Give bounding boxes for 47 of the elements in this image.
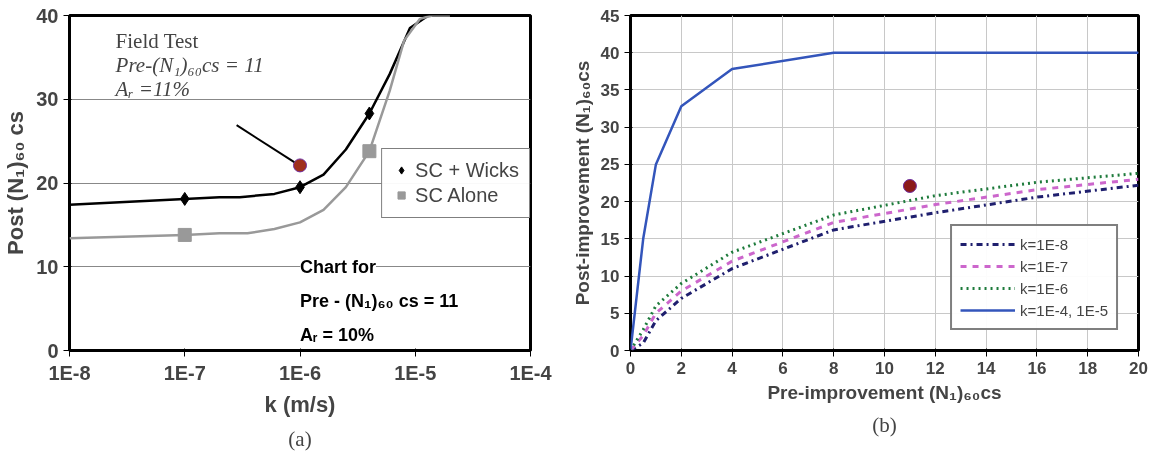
x-tick-label: 1E-5 — [394, 361, 437, 384]
y-tick-label: 0 — [47, 339, 59, 362]
x-tick-label: 6 — [778, 358, 788, 378]
x-tick-label: 8 — [828, 358, 839, 378]
x-tick-label: 4 — [727, 358, 738, 378]
y-axis-title: Post-improvement (N₁)₆₀cs — [571, 60, 593, 306]
y-tick-label: 15 — [600, 229, 620, 249]
annotation: Pre - (N₁)₆₀ cs = 11 — [300, 290, 459, 311]
legend-label: SC + Wicks — [415, 158, 519, 182]
annotation: Aᵣ = 10% — [300, 324, 375, 345]
x-tick-label: 10 — [875, 358, 894, 378]
y-tick-label: 20 — [600, 192, 620, 212]
y-tick-label: 0 — [610, 341, 620, 361]
x-tick-label: 16 — [1027, 358, 1047, 378]
x-axis-title: k (m/s) — [264, 391, 336, 417]
x-tick-label: 20 — [1129, 358, 1148, 378]
legend-label: k=1E-6 — [1020, 279, 1068, 297]
annotation: Field Test Pre-(N₁)₆₀cs = 11 Aᵣ =11% — [113, 29, 264, 102]
x-tick-label: 1E-7 — [163, 361, 206, 384]
y-axis-title: Post (N₁)₆₀ cs — [3, 111, 29, 255]
x-tick-label: 1E-4 — [509, 361, 553, 384]
text: (b) — [872, 412, 897, 437]
y-tick-label: 40 — [36, 4, 59, 27]
x-tick-label: 14 — [976, 358, 997, 378]
y-tick-label: 40 — [600, 43, 620, 63]
legend-label: SC Alone — [415, 183, 499, 207]
y-tick-label: 35 — [600, 80, 620, 100]
legend-label: k=1E-8 — [1020, 235, 1068, 253]
x-tick-label: 1E-6 — [278, 361, 322, 384]
x-tick-label: 18 — [1078, 358, 1098, 378]
text: (a) — [288, 426, 312, 451]
x-axis-title: Pre-improvement (N₁)₆₀cs — [767, 381, 1002, 403]
y-tick-label: 25 — [600, 155, 620, 175]
y-tick-label: 45 — [600, 6, 620, 26]
y-tick-label: 10 — [36, 255, 59, 278]
y-tick-label: 5 — [610, 304, 620, 324]
x-tick-label: 2 — [676, 358, 687, 378]
legend-label: k=1E-7 — [1020, 257, 1068, 275]
x-tick-label: 12 — [925, 358, 945, 378]
y-tick-label: 30 — [600, 118, 620, 138]
legend-label: k=1E-4, 1E-5 — [1020, 301, 1108, 319]
y-tick-label: 20 — [36, 172, 59, 194]
annotation: Chart for — [300, 256, 376, 277]
y-tick-label: 30 — [36, 88, 59, 111]
y-tick-label: 10 — [600, 267, 620, 287]
x-tick-label: 1E-8 — [48, 361, 91, 384]
x-tick-label: 0 — [625, 358, 636, 378]
